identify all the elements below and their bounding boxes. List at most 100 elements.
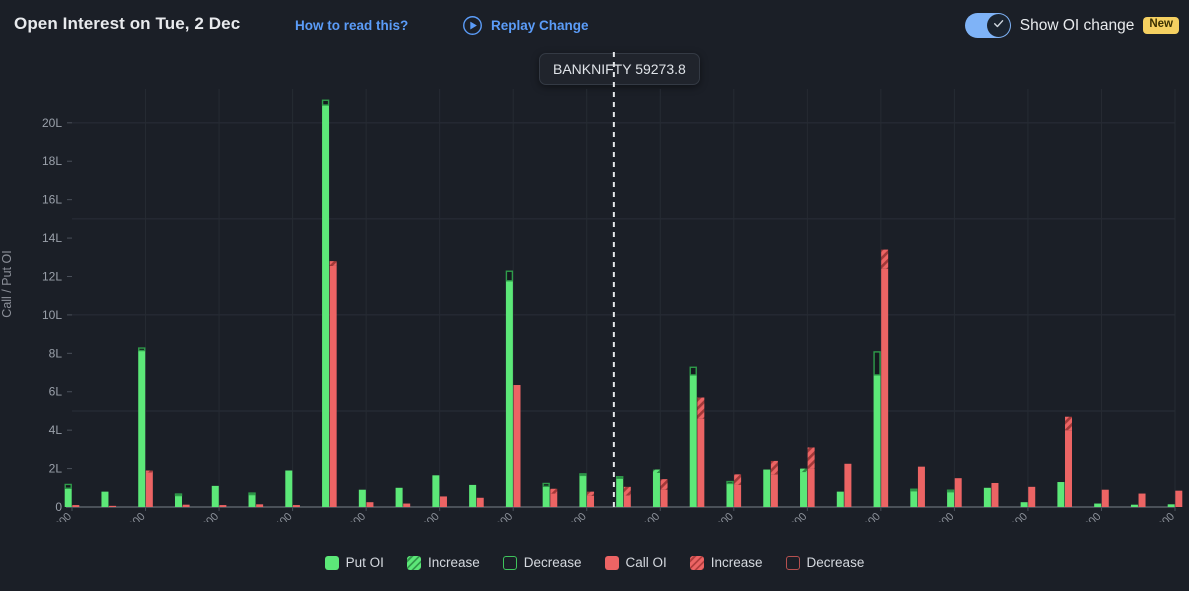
legend-call-decrease[interactable]: Decrease <box>785 555 864 570</box>
bar-group[interactable] <box>579 473 595 507</box>
bar-group[interactable] <box>211 485 227 507</box>
put-oi-bar[interactable] <box>579 475 587 507</box>
call-oi-increase-segment[interactable] <box>1065 416 1072 431</box>
call-oi-increase-segment[interactable] <box>734 474 742 485</box>
call-oi-bar[interactable] <box>734 484 742 507</box>
put-oi-bar[interactable] <box>947 492 955 507</box>
bar-group[interactable] <box>505 270 521 507</box>
put-oi-bar[interactable] <box>1130 504 1138 507</box>
call-oi-bar[interactable] <box>329 265 337 507</box>
call-oi-increase-segment[interactable] <box>587 491 595 496</box>
call-oi-increase-segment[interactable] <box>623 486 631 496</box>
put-oi-bar[interactable] <box>322 105 330 508</box>
bar-group[interactable] <box>873 249 889 507</box>
put-oi-decrease-segment[interactable] <box>726 480 734 485</box>
bar-group[interactable] <box>1130 493 1146 507</box>
show-oi-change-toggle[interactable] <box>964 13 1011 38</box>
put-oi-decrease-segment[interactable] <box>873 351 881 376</box>
bar-group[interactable] <box>174 493 190 507</box>
bar-group[interactable] <box>910 466 925 507</box>
put-oi-bar[interactable] <box>1167 504 1175 507</box>
put-oi-decrease-segment[interactable] <box>910 488 918 492</box>
put-oi-bar[interactable] <box>652 472 660 507</box>
bar-group[interactable] <box>138 347 153 507</box>
put-oi-bar[interactable] <box>175 495 182 507</box>
put-oi-bar[interactable] <box>138 351 146 507</box>
put-oi-increase-segment[interactable] <box>652 469 660 473</box>
call-oi-increase-segment[interactable] <box>807 447 815 469</box>
bar-group[interactable] <box>652 469 668 507</box>
put-oi-decrease-segment[interactable] <box>174 493 183 497</box>
bar-group[interactable] <box>946 478 962 507</box>
call-oi-bar[interactable] <box>403 503 411 507</box>
put-oi-bar[interactable] <box>1020 502 1028 507</box>
put-oi-decrease-segment[interactable] <box>689 366 697 376</box>
put-oi-decrease-segment[interactable] <box>542 482 550 488</box>
put-oi-bar[interactable] <box>616 478 624 507</box>
replay-change-button[interactable]: Replay Change <box>462 15 589 36</box>
oi-bar-chart[interactable]: 0 2L 4L 6L 8L 10L 12L 14L 16L 18L 20L 57800 58000 582… <box>0 52 1189 522</box>
how-to-read-link[interactable]: How to read this? <box>295 18 409 33</box>
call-oi-bar[interactable] <box>587 495 595 507</box>
call-oi-bar[interactable] <box>1138 493 1146 507</box>
call-oi-bar[interactable] <box>145 472 153 507</box>
bar-group[interactable] <box>64 483 80 507</box>
bar-group[interactable] <box>542 482 558 507</box>
call-oi-increase-segment[interactable] <box>660 479 668 490</box>
put-oi-decrease-segment[interactable] <box>248 492 256 496</box>
bar-group[interactable] <box>248 492 264 507</box>
call-oi-bar[interactable] <box>844 463 852 507</box>
call-oi-bar[interactable] <box>1028 486 1036 507</box>
put-oi-bar[interactable] <box>248 494 256 507</box>
bar-group[interactable] <box>726 474 742 507</box>
put-oi-bar[interactable] <box>800 472 808 507</box>
put-oi-bar[interactable] <box>101 491 109 507</box>
put-oi-bar[interactable] <box>1057 482 1065 507</box>
put-oi-bar[interactable] <box>432 475 440 507</box>
bar-group[interactable] <box>836 463 852 507</box>
bar-group[interactable] <box>101 491 117 507</box>
put-oi-decrease-segment[interactable] <box>64 483 72 489</box>
put-oi-bar[interactable] <box>211 485 219 507</box>
put-oi-decrease-segment[interactable] <box>321 99 330 106</box>
put-oi-bar[interactable] <box>836 491 844 507</box>
put-oi-decrease-segment[interactable] <box>616 476 624 479</box>
show-oi-change-control[interactable]: Show OI change New <box>964 13 1179 38</box>
call-oi-bar[interactable] <box>660 489 668 507</box>
chart-container[interactable]: Call / Put OI 0 2L 4L 6L 8L 10L 12L 14L 16L 18L 20… <box>0 52 1189 522</box>
call-oi-bar[interactable] <box>991 482 999 507</box>
put-oi-bar[interactable] <box>726 483 734 507</box>
put-oi-decrease-segment[interactable] <box>505 270 514 282</box>
bar-group[interactable] <box>395 487 411 507</box>
call-oi-bar[interactable] <box>292 505 300 507</box>
put-oi-bar[interactable] <box>285 470 293 507</box>
call-oi-increase-segment[interactable] <box>770 460 778 475</box>
bar-group[interactable] <box>285 470 300 507</box>
bar-group[interactable] <box>763 460 778 507</box>
legend-put-decrease[interactable]: Decrease <box>502 555 582 570</box>
put-oi-decrease-segment[interactable] <box>579 473 587 477</box>
put-oi-bar[interactable] <box>64 488 72 507</box>
bar-group[interactable] <box>616 476 631 507</box>
call-oi-increase-segment[interactable] <box>697 397 705 419</box>
call-oi-bar[interactable] <box>256 504 264 507</box>
legend-call-oi[interactable]: Call OI <box>604 555 667 570</box>
call-oi-bar[interactable] <box>550 493 558 507</box>
call-oi-bar[interactable] <box>807 468 815 507</box>
call-oi-bar[interactable] <box>439 496 447 507</box>
legend-call-increase[interactable]: Increase <box>689 555 763 570</box>
bar-group[interactable] <box>800 447 815 507</box>
call-oi-bar[interactable] <box>917 466 925 507</box>
call-oi-bar[interactable] <box>1101 489 1109 507</box>
call-oi-increase-segment[interactable] <box>550 488 558 494</box>
bar-group[interactable] <box>432 475 447 507</box>
bar-group[interactable] <box>689 366 705 507</box>
call-oi-bar[interactable] <box>366 502 374 507</box>
call-oi-bar[interactable] <box>476 497 484 507</box>
put-oi-decrease-segment[interactable] <box>138 347 146 352</box>
put-oi-bar[interactable] <box>358 489 366 507</box>
put-oi-bar[interactable] <box>689 375 697 507</box>
put-oi-bar[interactable] <box>395 487 403 507</box>
call-oi-bar[interactable] <box>109 505 117 507</box>
bar-group[interactable] <box>1094 489 1109 507</box>
